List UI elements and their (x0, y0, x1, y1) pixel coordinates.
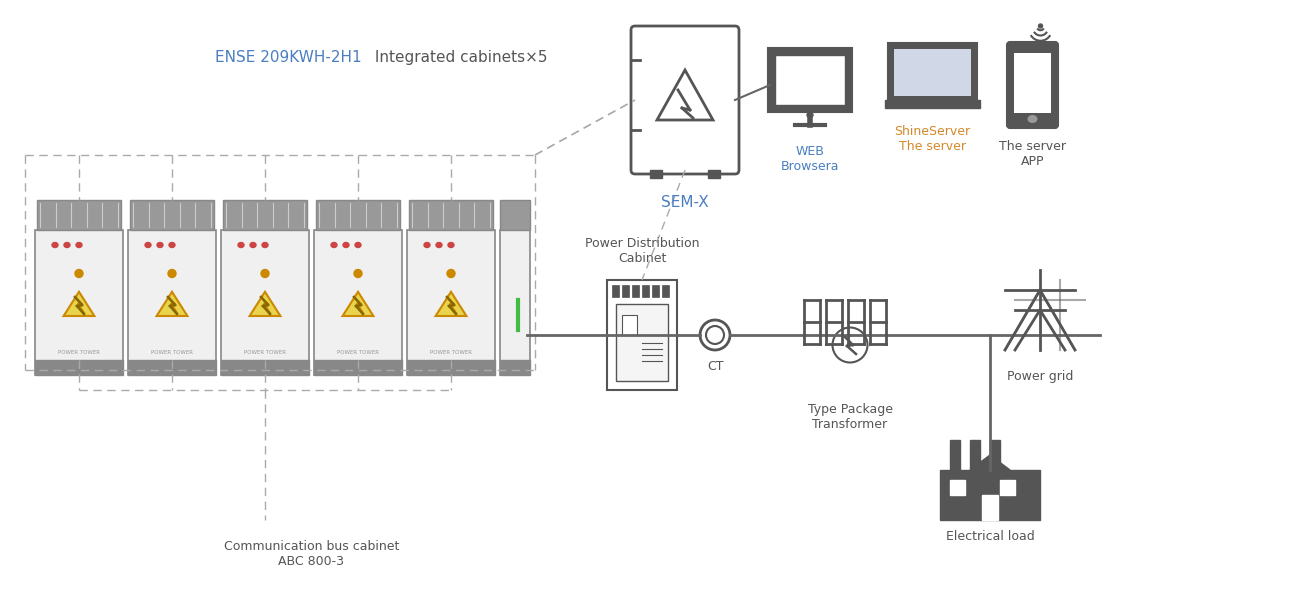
Text: Communication bus cabinet
ABC 800-3: Communication bus cabinet ABC 800-3 (223, 540, 400, 568)
Bar (1000, 480, 1015, 495)
FancyBboxPatch shape (35, 360, 123, 375)
FancyBboxPatch shape (37, 200, 121, 230)
Bar (970, 440, 980, 475)
Ellipse shape (343, 242, 349, 247)
Ellipse shape (700, 320, 730, 350)
FancyBboxPatch shape (313, 360, 402, 375)
FancyBboxPatch shape (662, 285, 669, 297)
FancyBboxPatch shape (895, 49, 970, 96)
FancyBboxPatch shape (616, 304, 667, 381)
FancyBboxPatch shape (316, 200, 400, 230)
Ellipse shape (330, 242, 337, 247)
Text: Power Distribution
Cabinet: Power Distribution Cabinet (585, 237, 699, 265)
Ellipse shape (52, 242, 57, 247)
FancyBboxPatch shape (888, 43, 977, 102)
Ellipse shape (355, 242, 360, 247)
FancyBboxPatch shape (407, 230, 495, 375)
FancyBboxPatch shape (313, 230, 402, 375)
Ellipse shape (832, 327, 867, 362)
Polygon shape (342, 292, 374, 316)
FancyBboxPatch shape (768, 48, 852, 112)
FancyBboxPatch shape (652, 285, 660, 297)
FancyBboxPatch shape (500, 360, 530, 375)
Bar (650, 170, 662, 178)
Ellipse shape (807, 113, 814, 118)
FancyBboxPatch shape (223, 200, 307, 230)
Polygon shape (436, 292, 466, 316)
Ellipse shape (168, 242, 175, 247)
Text: WEB
Browsera: WEB Browsera (781, 145, 840, 173)
FancyBboxPatch shape (622, 315, 637, 335)
FancyBboxPatch shape (1007, 42, 1058, 128)
Text: ENSE 209KWH-2H1: ENSE 209KWH-2H1 (215, 50, 362, 65)
Ellipse shape (157, 242, 163, 247)
FancyBboxPatch shape (885, 100, 980, 108)
Ellipse shape (1028, 115, 1037, 123)
FancyBboxPatch shape (774, 55, 845, 105)
Ellipse shape (74, 270, 84, 278)
Text: Power grid: Power grid (1007, 370, 1074, 383)
FancyBboxPatch shape (631, 26, 739, 174)
Text: ShineServer
The server: ShineServer The server (895, 125, 970, 153)
FancyBboxPatch shape (221, 230, 310, 375)
Bar (949, 440, 960, 475)
FancyBboxPatch shape (607, 280, 677, 390)
Text: Electrical load: Electrical load (946, 530, 1034, 543)
Ellipse shape (354, 270, 362, 278)
Bar (982, 495, 998, 520)
FancyBboxPatch shape (1013, 53, 1051, 113)
Text: POWER TOWER: POWER TOWER (337, 350, 379, 356)
FancyBboxPatch shape (131, 200, 214, 230)
Ellipse shape (263, 242, 268, 247)
FancyBboxPatch shape (407, 360, 495, 375)
Bar (990, 440, 1000, 475)
Polygon shape (970, 455, 1010, 470)
Bar (708, 170, 720, 178)
Bar (940, 470, 1040, 520)
Ellipse shape (1038, 24, 1042, 28)
FancyBboxPatch shape (643, 285, 649, 297)
Ellipse shape (238, 242, 244, 247)
Text: POWER TOWER: POWER TOWER (57, 350, 101, 356)
Ellipse shape (64, 242, 71, 247)
Polygon shape (157, 292, 187, 316)
FancyBboxPatch shape (500, 200, 530, 230)
Text: The server
APP: The server APP (999, 140, 1066, 168)
FancyBboxPatch shape (128, 360, 215, 375)
Ellipse shape (249, 242, 256, 247)
FancyBboxPatch shape (221, 360, 310, 375)
Polygon shape (249, 292, 281, 316)
Text: POWER TOWER: POWER TOWER (244, 350, 286, 356)
Ellipse shape (707, 326, 724, 344)
Ellipse shape (168, 270, 176, 278)
Ellipse shape (447, 270, 454, 278)
FancyBboxPatch shape (622, 285, 629, 297)
Ellipse shape (436, 242, 441, 247)
Text: POWER TOWER: POWER TOWER (151, 350, 193, 356)
FancyBboxPatch shape (409, 200, 492, 230)
Ellipse shape (448, 242, 454, 247)
FancyBboxPatch shape (613, 285, 619, 297)
Ellipse shape (145, 242, 151, 247)
Text: Type Package
Transformer: Type Package Transformer (807, 403, 892, 431)
Ellipse shape (261, 270, 269, 278)
Text: Integrated cabinets×5: Integrated cabinets×5 (370, 50, 547, 65)
FancyBboxPatch shape (35, 230, 123, 375)
Text: CT: CT (707, 360, 724, 373)
FancyBboxPatch shape (632, 285, 639, 297)
Polygon shape (657, 70, 713, 120)
Text: SEM-X: SEM-X (661, 195, 709, 210)
Polygon shape (64, 292, 94, 316)
Ellipse shape (76, 242, 82, 247)
FancyBboxPatch shape (128, 230, 215, 375)
FancyBboxPatch shape (500, 230, 530, 375)
Bar (949, 480, 965, 495)
Ellipse shape (424, 242, 430, 247)
Text: POWER TOWER: POWER TOWER (430, 350, 471, 356)
